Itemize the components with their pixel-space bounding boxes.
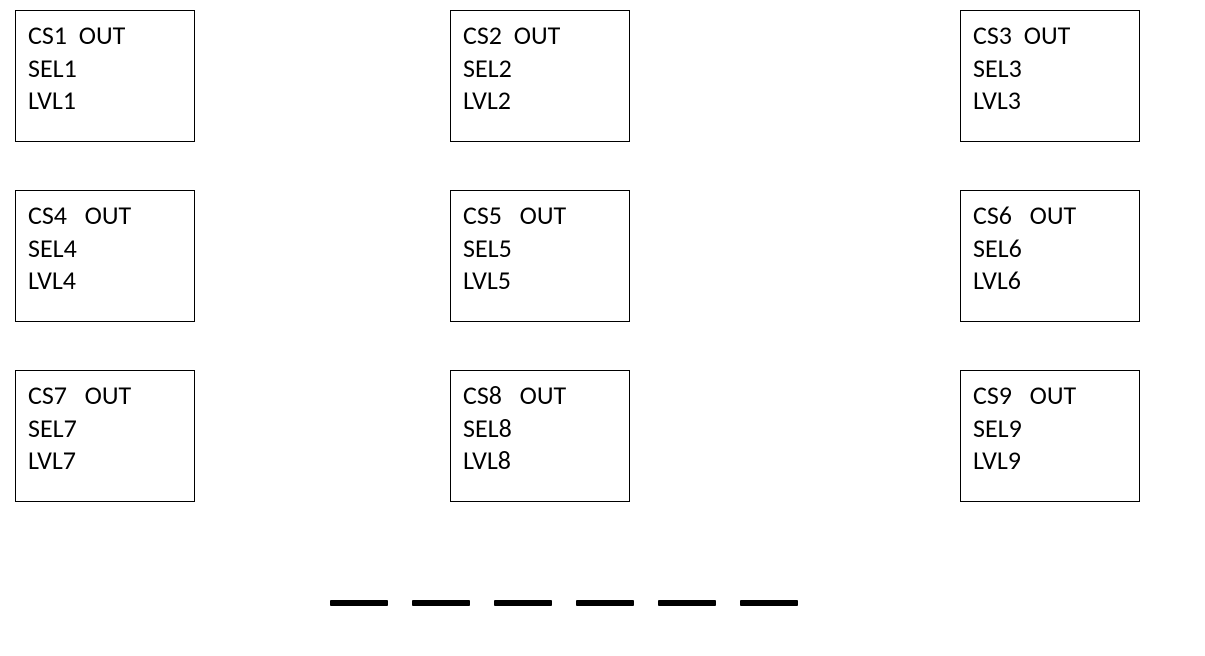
cs-label: CS8	[463, 379, 502, 411]
lvl-label: LVL9	[973, 444, 1129, 477]
sel-label: SEL1	[28, 52, 184, 85]
cs-label: CS7	[28, 379, 67, 411]
block-cs5: CS5 OUT SEL5 LVL5	[450, 190, 630, 322]
sel-label: SEL5	[463, 232, 619, 265]
dash-segment	[576, 600, 634, 606]
lvl-label: LVL4	[28, 264, 184, 297]
sel-label: SEL8	[463, 412, 619, 445]
cs-label: CS9	[973, 379, 1012, 411]
cs-label: CS2	[463, 19, 502, 51]
cs-label: CS6	[973, 199, 1012, 231]
diagram-canvas: CS1 OUT SEL1 LVL1 CS2 OUT SEL2 LVL2 CS3 …	[0, 0, 1205, 656]
block-cs7-header: CS7 OUT	[28, 379, 184, 412]
lvl-label: LVL3	[973, 84, 1129, 117]
block-cs9: CS9 OUT SEL9 LVL9	[960, 370, 1140, 502]
sel-label: SEL3	[973, 52, 1129, 85]
block-cs9-header: CS9 OUT	[973, 379, 1129, 412]
cs-label: CS5	[463, 199, 502, 231]
cs-label: CS3	[973, 19, 1012, 51]
block-cs3: CS3 OUT SEL3 LVL3	[960, 10, 1140, 142]
dash-segment	[494, 600, 552, 606]
sel-label: SEL9	[973, 412, 1129, 445]
block-cs2-header: CS2 OUT	[463, 19, 619, 52]
sel-label: SEL4	[28, 232, 184, 265]
out-label: OUT	[520, 199, 567, 231]
block-cs7: CS7 OUT SEL7 LVL7	[15, 370, 195, 502]
block-cs2: CS2 OUT SEL2 LVL2	[450, 10, 630, 142]
cs-label: CS1	[28, 19, 67, 51]
dash-segment	[658, 600, 716, 606]
sel-label: SEL7	[28, 412, 184, 445]
sel-label: SEL6	[973, 232, 1129, 265]
out-label: OUT	[514, 19, 561, 51]
out-label: OUT	[520, 379, 567, 411]
out-label: OUT	[1030, 379, 1077, 411]
out-label: OUT	[79, 19, 126, 51]
block-cs4-header: CS4 OUT	[28, 199, 184, 232]
lvl-label: LVL8	[463, 444, 619, 477]
block-cs8: CS8 OUT SEL8 LVL8	[450, 370, 630, 502]
block-cs3-header: CS3 OUT	[973, 19, 1129, 52]
block-cs6: CS6 OUT SEL6 LVL6	[960, 190, 1140, 322]
lvl-label: LVL2	[463, 84, 619, 117]
continuation-dashes	[330, 600, 798, 606]
block-cs8-header: CS8 OUT	[463, 379, 619, 412]
dash-segment	[740, 600, 798, 606]
out-label: OUT	[85, 379, 132, 411]
dash-segment	[330, 600, 388, 606]
out-label: OUT	[1024, 19, 1071, 51]
block-cs5-header: CS5 OUT	[463, 199, 619, 232]
cs-label: CS4	[28, 199, 67, 231]
sel-label: SEL2	[463, 52, 619, 85]
lvl-label: LVL5	[463, 264, 619, 297]
out-label: OUT	[1030, 199, 1077, 231]
block-cs4: CS4 OUT SEL4 LVL4	[15, 190, 195, 322]
lvl-label: LVL1	[28, 84, 184, 117]
block-cs1-header: CS1 OUT	[28, 19, 184, 52]
out-label: OUT	[85, 199, 132, 231]
lvl-label: LVL6	[973, 264, 1129, 297]
block-cs6-header: CS6 OUT	[973, 199, 1129, 232]
block-cs1: CS1 OUT SEL1 LVL1	[15, 10, 195, 142]
dash-segment	[412, 600, 470, 606]
lvl-label: LVL7	[28, 444, 184, 477]
